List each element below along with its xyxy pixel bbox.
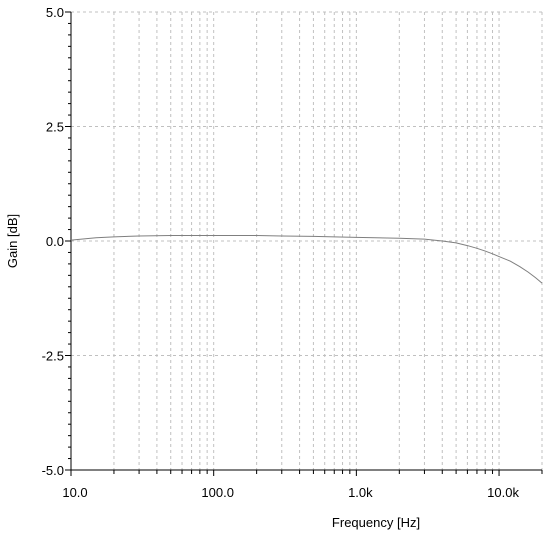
y-tick-label: -2.5 bbox=[42, 349, 64, 364]
x-tick-label: 1.0k bbox=[348, 485, 373, 500]
x-axis-title: Frequency [Hz] bbox=[332, 515, 420, 530]
y-axis-title: Gain [dB] bbox=[5, 214, 20, 268]
gain-curve bbox=[70, 235, 543, 284]
y-tick-label: 5.0 bbox=[46, 5, 64, 20]
series-layer bbox=[70, 235, 543, 284]
tick-marks bbox=[65, 11, 543, 476]
y-tick-label: -5.0 bbox=[42, 463, 64, 478]
y-tick-label: 0.0 bbox=[46, 234, 64, 249]
x-tick-label: 10.0k bbox=[487, 485, 519, 500]
tick-labels: 10.0 100.0 1.0k 10.0k 5.0 2.5 0.0 -2.5 -5.0 bbox=[42, 5, 520, 500]
grid bbox=[71, 11, 543, 470]
x-tick-label: 100.0 bbox=[201, 485, 234, 500]
y-tick-label: 2.5 bbox=[46, 120, 64, 135]
x-tick-label: 10.0 bbox=[62, 485, 87, 500]
